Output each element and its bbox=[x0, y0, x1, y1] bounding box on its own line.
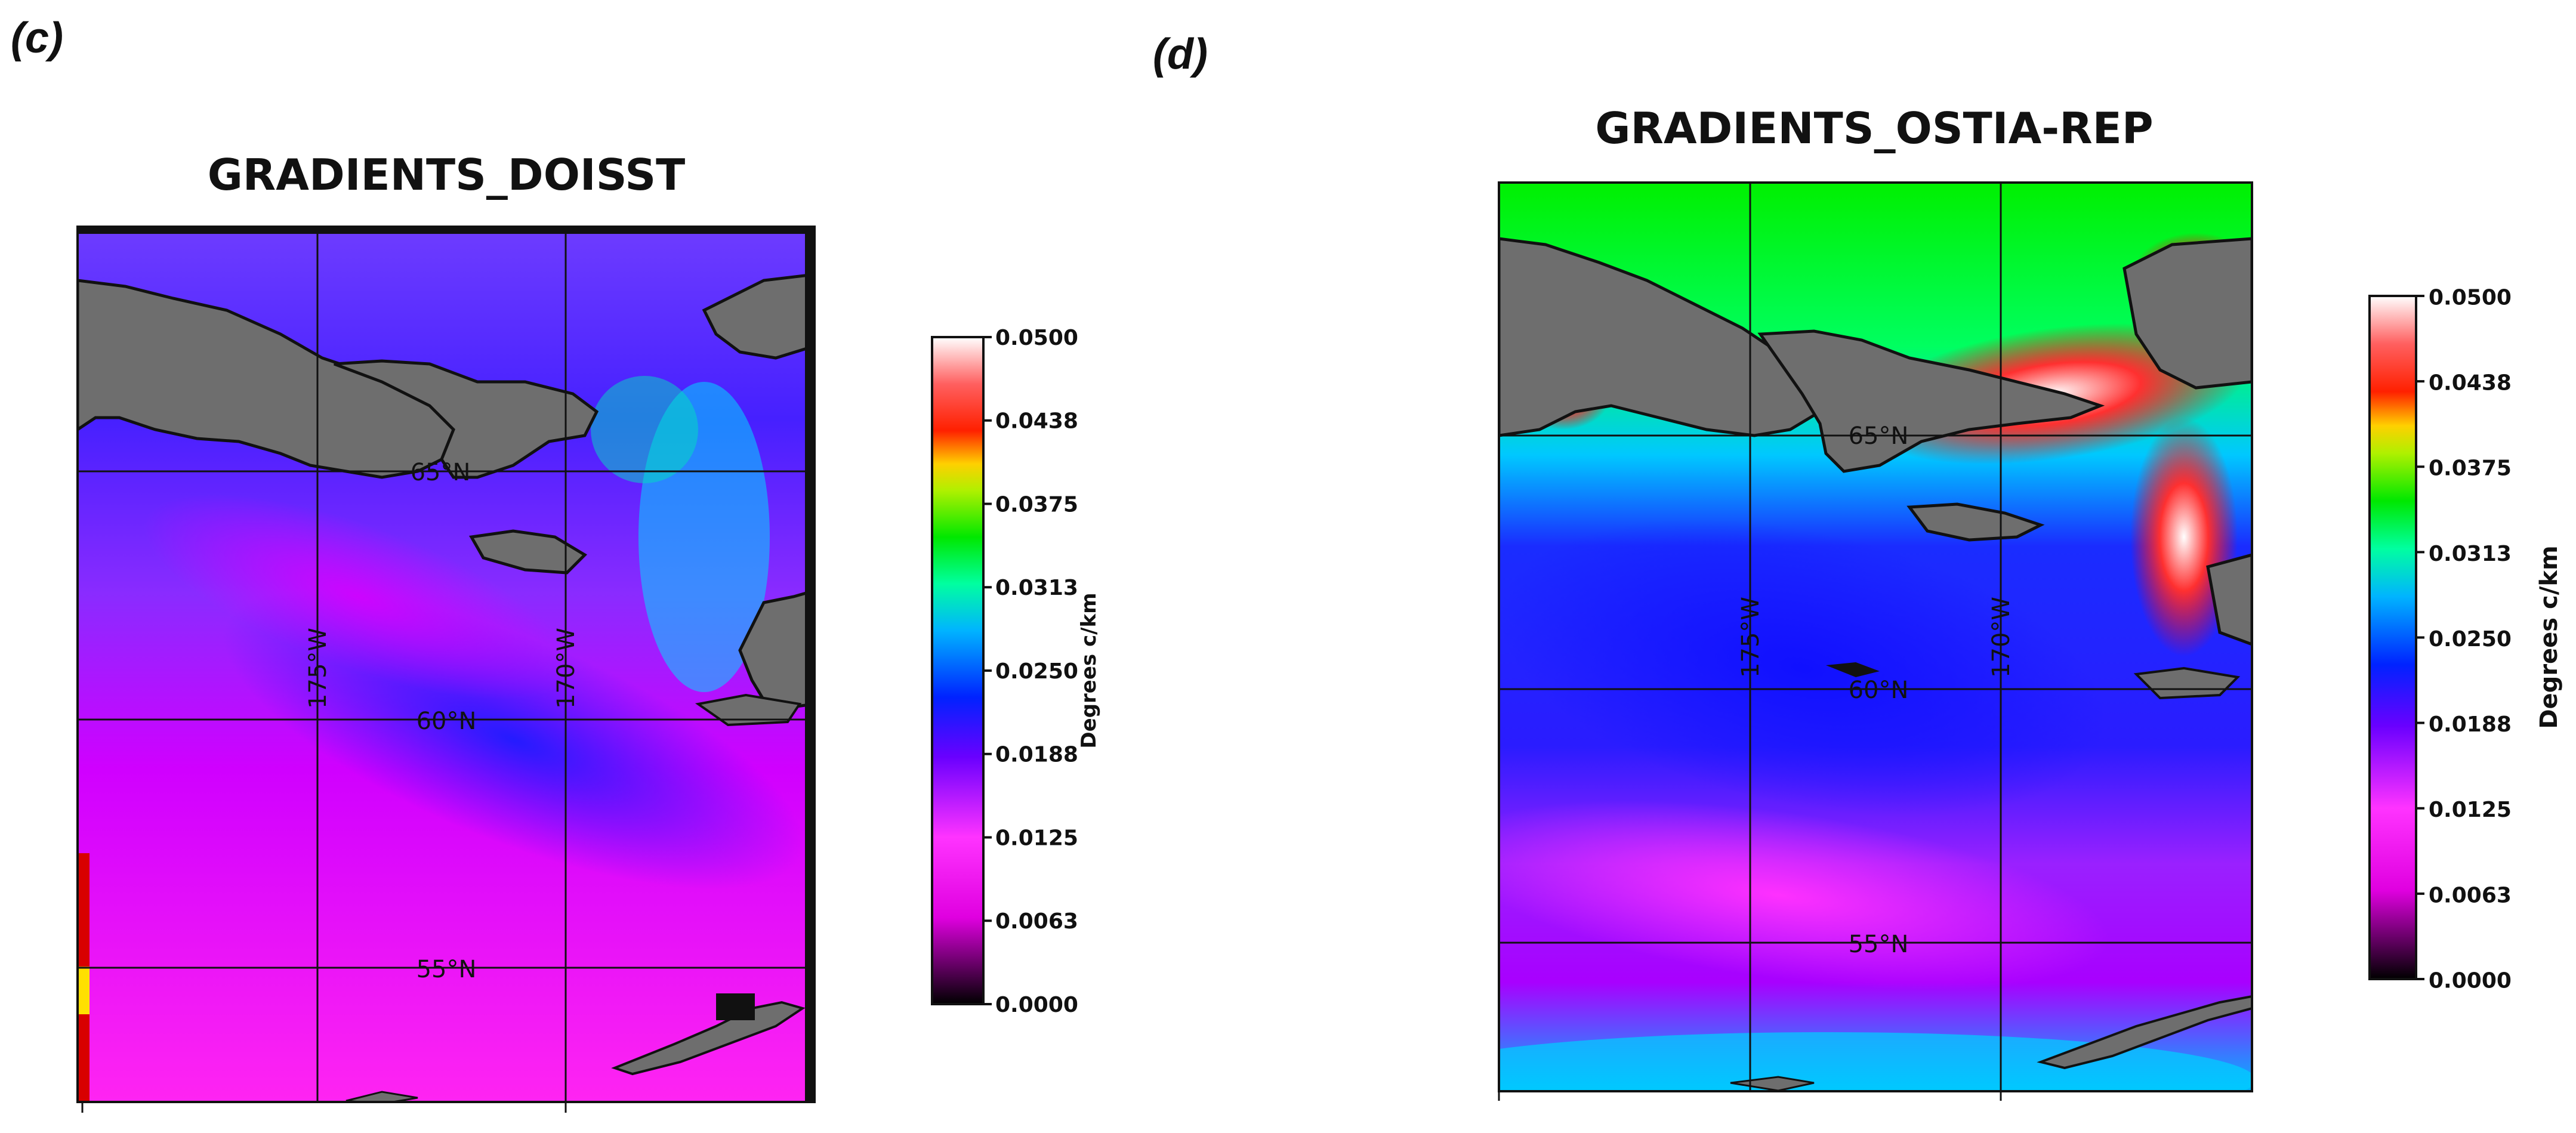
land-alaska-north-d bbox=[2122, 237, 2252, 390]
lat-label-65n-d: 65°N bbox=[1849, 422, 1909, 450]
land-aleutians-d bbox=[2037, 995, 2252, 1070]
map-top-band-c bbox=[78, 226, 815, 234]
colorbar-tick-label-d: 0.0188 bbox=[2429, 712, 2512, 737]
colorbar-ticks-d: 0.0500 0.0438 0.0375 0.0313 0.0250 0.0188 0.01… bbox=[2416, 285, 2512, 993]
land-alaska-west-d bbox=[2206, 553, 2252, 646]
land-stlawrence-d bbox=[1906, 502, 2045, 542]
colorbar-tick-label-c: 0.0313 bbox=[995, 576, 1078, 600]
land-aleutians-c bbox=[611, 1001, 806, 1076]
map-title-c: GRADIENTS_DOISST bbox=[208, 150, 686, 200]
colorbar-tick-label-c: 0.0125 bbox=[995, 826, 1078, 850]
edge-strip-hot-c bbox=[78, 967, 90, 1014]
lon-label-175w-d: 175°W bbox=[1737, 597, 1764, 678]
colorbar-tick-label-c: 0.0438 bbox=[995, 409, 1078, 434]
land-nunivak-c bbox=[695, 693, 802, 727]
land-pixel-c bbox=[716, 993, 755, 1020]
land-pribilof-d bbox=[1730, 1076, 1815, 1091]
lat-label-60n-c: 60°N bbox=[417, 708, 477, 735]
colorbar-tick-label-c: 0.0000 bbox=[995, 993, 1078, 1017]
colorbar-tick-label-d: 0.0375 bbox=[2429, 456, 2512, 481]
colorbar-bar-d bbox=[2368, 295, 2417, 980]
colorbar-tick-label-d: 0.0250 bbox=[2429, 627, 2512, 652]
land-nunivak-d bbox=[2133, 666, 2241, 700]
colorbar-tick-label-d: 0.0438 bbox=[2429, 371, 2512, 396]
panel-label-c: (c) bbox=[11, 14, 63, 62]
colorbar-tick-label-c: 0.0375 bbox=[995, 492, 1078, 517]
panel-d: (d) GRADIENTS_OSTIA-REP bbox=[1153, 30, 2563, 1101]
map-frame-d bbox=[1498, 181, 2253, 1092]
colorbar-title-d: Degrees c/km bbox=[2535, 545, 2563, 728]
land-stmatthew-d bbox=[1826, 662, 1880, 677]
gradient-hot3-d bbox=[2130, 418, 2238, 656]
colorbar-tick-label-d: 0.0125 bbox=[2429, 798, 2512, 822]
map-d: 65°N 60°N 55°N 175°W 170°W bbox=[1498, 181, 2253, 1101]
map-right-band-c bbox=[805, 227, 815, 1102]
map-title-d: GRADIENTS_OSTIA-REP bbox=[1595, 103, 2153, 153]
land-chukotka-d bbox=[1499, 237, 1822, 437]
lon-label-175w-c: 175°W bbox=[304, 628, 332, 709]
land-pribilof-c bbox=[345, 1091, 418, 1102]
gradient-shelf-d bbox=[1499, 1032, 2252, 1091]
colorbar-tick-label-d: 0.0063 bbox=[2429, 883, 2512, 907]
lon-label-170w-c: 170°W bbox=[553, 628, 580, 709]
colorbar-ticks-c: 0.0500 0.0438 0.0375 0.0313 0.0250 0.0188 0.01… bbox=[983, 326, 1078, 1017]
colorbar-c: 0.0500 0.0438 0.0375 0.0313 0.0250 0.0188 0.01… bbox=[931, 326, 1101, 1017]
lat-label-55n-d: 55°N bbox=[1849, 931, 1909, 958]
land-alaska-north-c bbox=[702, 273, 815, 360]
gradient-low-d bbox=[1499, 519, 2107, 817]
land-seward-c bbox=[334, 359, 599, 479]
lat-label-55n-c: 55°N bbox=[417, 956, 477, 983]
lon-label-170w-d: 170°W bbox=[1988, 597, 2015, 678]
colorbar-tick-label-c: 0.0188 bbox=[995, 743, 1078, 767]
gradient-high2-c bbox=[591, 376, 698, 483]
gradient-low-c bbox=[143, 493, 573, 700]
lat-label-60n-d: 60°N bbox=[1849, 677, 1909, 704]
colorbar-tick-label-d: 0.0313 bbox=[2429, 542, 2512, 566]
land-stlawrence-c bbox=[469, 529, 588, 575]
colorbar-tick-label-d: 0.0500 bbox=[2429, 285, 2512, 310]
map-c: 65°N 60°N 55°N 175°W 170°W bbox=[76, 226, 816, 1113]
colorbar-bar-c bbox=[931, 336, 985, 1005]
colorbar-title-c: Degrees c/km bbox=[1077, 592, 1101, 748]
colorbar-tick-label-c: 0.0500 bbox=[995, 326, 1078, 350]
lat-label-65n-c: 65°N bbox=[411, 459, 471, 486]
panel-label-d: (d) bbox=[1153, 30, 1208, 78]
colorbar-tick-label-c: 0.0063 bbox=[995, 909, 1078, 934]
colorbar-d: 0.0500 0.0438 0.0375 0.0313 0.0250 0.0188 0.01… bbox=[2368, 285, 2563, 993]
panel-c: (c) GRADIENTS_DOISST bbox=[11, 14, 1101, 1113]
colorbar-tick-label-c: 0.0250 bbox=[995, 659, 1078, 684]
colorbar-tick-label-d: 0.0000 bbox=[2429, 968, 2512, 993]
